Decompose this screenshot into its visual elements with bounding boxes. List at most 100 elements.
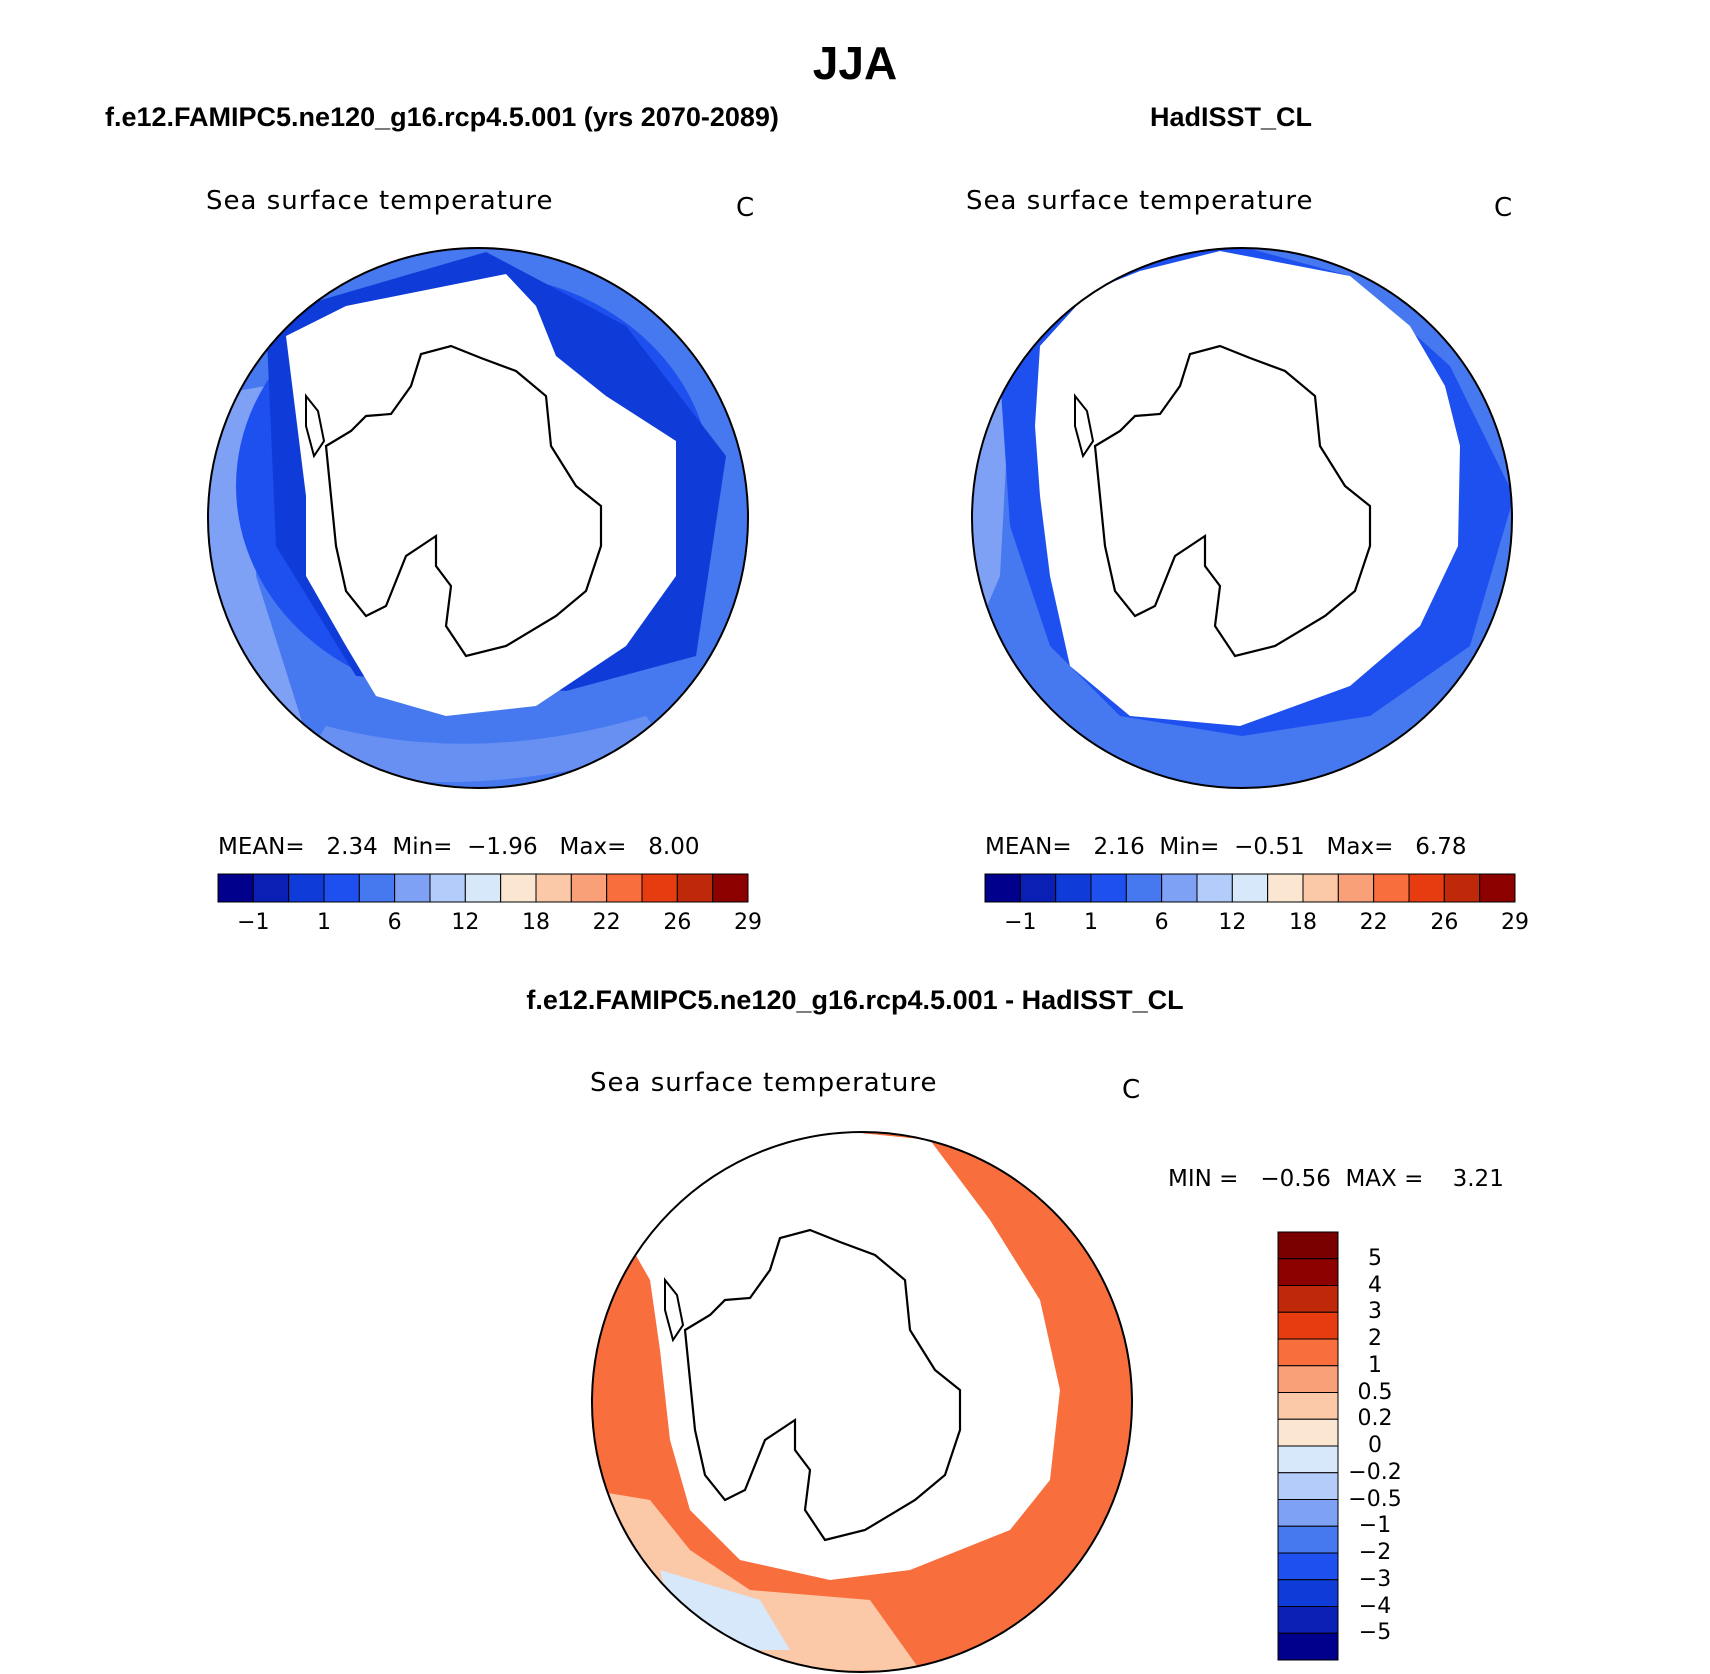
sea-ice-region bbox=[286, 274, 676, 716]
colorbar-swatch bbox=[641, 873, 678, 903]
colorbar-swatch bbox=[1479, 873, 1516, 903]
colorbar-tick-label: 12 bbox=[1218, 910, 1247, 935]
panel2-stats: MEAN= 2.16 Min= −0.51 Max= 6.78 bbox=[985, 834, 1467, 860]
colorbar-tick-label: −0.2 bbox=[1348, 1459, 1402, 1485]
colorbar-swatch bbox=[358, 873, 396, 903]
max-value: 8.00 bbox=[648, 834, 700, 860]
map-border bbox=[971, 247, 1513, 789]
colorbar-tick-label: −1 bbox=[1358, 1513, 1392, 1539]
colorbar-tick-label: 0.2 bbox=[1357, 1406, 1393, 1432]
difference-colorbar-labels: 5 4 3 2 1 0.5 0.2 0 −0.2 −0.5 −1 −2 −3 −4 −5 bbox=[1340, 1232, 1420, 1662]
antarctic-peninsula bbox=[664, 1277, 685, 1343]
min-label: Min= bbox=[1159, 834, 1220, 860]
colorbar-swatch bbox=[1267, 873, 1304, 903]
difference-minmax: MIN = −0.56 MAX = 3.21 bbox=[1168, 1166, 1504, 1192]
colorbar-swatch bbox=[570, 873, 608, 903]
colorbar-swatch bbox=[1277, 1606, 1339, 1634]
colorbar-swatch bbox=[1277, 1231, 1339, 1260]
colorbar-swatch bbox=[676, 873, 714, 903]
panel1-map bbox=[207, 247, 749, 789]
colorbar-swatch bbox=[1161, 873, 1198, 903]
panel1-variable: Sea surface temperature bbox=[206, 186, 554, 216]
colorbar-swatch bbox=[606, 873, 643, 903]
panel1-colorbar bbox=[217, 873, 749, 903]
colorbar-tick-label: −4 bbox=[1358, 1593, 1392, 1619]
colorbar-tick-label: 29 bbox=[1501, 910, 1529, 935]
colorbar-tick-label: 1 bbox=[1368, 1352, 1382, 1378]
panel2-units: C bbox=[1494, 193, 1514, 223]
colorbar-tick-label: 12 bbox=[451, 910, 480, 935]
colorbar-swatch bbox=[535, 873, 572, 903]
colorbar-swatch bbox=[252, 873, 290, 903]
panel2-heading: HadISST_CL bbox=[1150, 102, 1313, 132]
colorbar-swatch bbox=[1055, 873, 1092, 903]
colorbar-tick-label: 2 bbox=[1368, 1326, 1382, 1351]
colorbar-swatch bbox=[712, 873, 749, 903]
colorbar-swatch bbox=[1277, 1499, 1339, 1527]
colorbar-swatch bbox=[1443, 873, 1481, 903]
colorbar-swatch bbox=[464, 873, 502, 903]
colorbar-tick-label: −1 bbox=[237, 910, 270, 935]
panel1-colorbar-labels: −1 1 6 12 18 22 26 29 bbox=[218, 910, 762, 940]
max-value: 6.78 bbox=[1415, 834, 1467, 860]
max-label: Max= bbox=[1326, 834, 1394, 860]
figure-title: JJA bbox=[812, 37, 898, 89]
colorbar-tick-label: −3 bbox=[1358, 1566, 1392, 1592]
colorbar-swatch bbox=[1277, 1311, 1339, 1340]
colorbar-tick-label: −0.5 bbox=[1348, 1486, 1402, 1512]
colorbar-swatch bbox=[1277, 1258, 1339, 1286]
colorbar-tick-label: −1 bbox=[1004, 910, 1037, 935]
colorbar-swatch bbox=[1277, 1338, 1339, 1367]
antarctica-coastline bbox=[1093, 344, 1372, 658]
colorbar-tick-label: 0.5 bbox=[1357, 1379, 1393, 1405]
colorbar-swatch bbox=[1090, 873, 1127, 903]
antarctica-coastline bbox=[324, 344, 603, 658]
colorbar-swatch bbox=[1302, 873, 1339, 903]
colorbar-tick-label: −5 bbox=[1358, 1620, 1392, 1646]
antarctic-peninsula bbox=[305, 393, 326, 459]
panel1-heading: f.e12.FAMIPC5.ne120_g16.rcp4.5.001 (yrs … bbox=[105, 102, 779, 132]
colorbar-swatch bbox=[1408, 873, 1445, 903]
colorbar-swatch bbox=[217, 873, 254, 903]
min-label: Min= bbox=[392, 834, 453, 860]
panel2-colorbar bbox=[984, 873, 1516, 903]
colorbar-tick-label: 6 bbox=[387, 910, 402, 935]
antarctica-coastline bbox=[683, 1228, 962, 1542]
mean-value: 2.34 bbox=[326, 834, 378, 860]
colorbar-swatch bbox=[1277, 1552, 1339, 1581]
colorbar-tick-label: 6 bbox=[1154, 910, 1169, 935]
colorbar-swatch bbox=[1277, 1418, 1339, 1447]
difference-map bbox=[591, 1131, 1133, 1673]
colorbar-swatch bbox=[1277, 1525, 1339, 1554]
colorbar-tick-label: 1 bbox=[317, 910, 331, 935]
colorbar-swatch bbox=[984, 873, 1021, 903]
colorbar-swatch bbox=[1277, 1579, 1339, 1607]
mean-label: MEAN= bbox=[218, 834, 305, 860]
panel2-variable: Sea surface temperature bbox=[966, 186, 1314, 216]
difference-cool-patch bbox=[660, 1570, 790, 1650]
difference-colorbar bbox=[1277, 1231, 1339, 1661]
colorbar-swatch bbox=[429, 873, 466, 903]
colorbar-swatch bbox=[1277, 1445, 1339, 1474]
colorbar-swatch bbox=[1231, 873, 1269, 903]
colorbar-tick-label: 26 bbox=[1430, 910, 1459, 935]
colorbar-tick-label: 0 bbox=[1368, 1433, 1382, 1458]
mean-label: MEAN= bbox=[985, 834, 1072, 860]
min-value: −1.96 bbox=[467, 834, 538, 860]
panel1-stats: MEAN= 2.34 Min= −1.96 Max= 8.00 bbox=[218, 834, 700, 860]
colorbar-tick-label: 22 bbox=[1359, 910, 1388, 935]
colorbar-swatch bbox=[1196, 873, 1233, 903]
colorbar-tick-label: 5 bbox=[1368, 1245, 1382, 1271]
colorbar-swatch bbox=[1125, 873, 1163, 903]
colorbar-swatch bbox=[1277, 1285, 1339, 1313]
colorbar-swatch bbox=[1277, 1365, 1339, 1393]
colorbar-tick-label: 29 bbox=[734, 910, 762, 935]
colorbar-tick-label: 22 bbox=[592, 910, 621, 935]
panel1-units: C bbox=[736, 193, 756, 223]
colorbar-swatch bbox=[323, 873, 360, 903]
max-label: Max= bbox=[559, 834, 627, 860]
map-border bbox=[207, 247, 749, 789]
colorbar-tick-label: 18 bbox=[522, 910, 550, 935]
difference-units: C bbox=[1122, 1075, 1142, 1105]
colorbar-swatch bbox=[500, 873, 537, 903]
